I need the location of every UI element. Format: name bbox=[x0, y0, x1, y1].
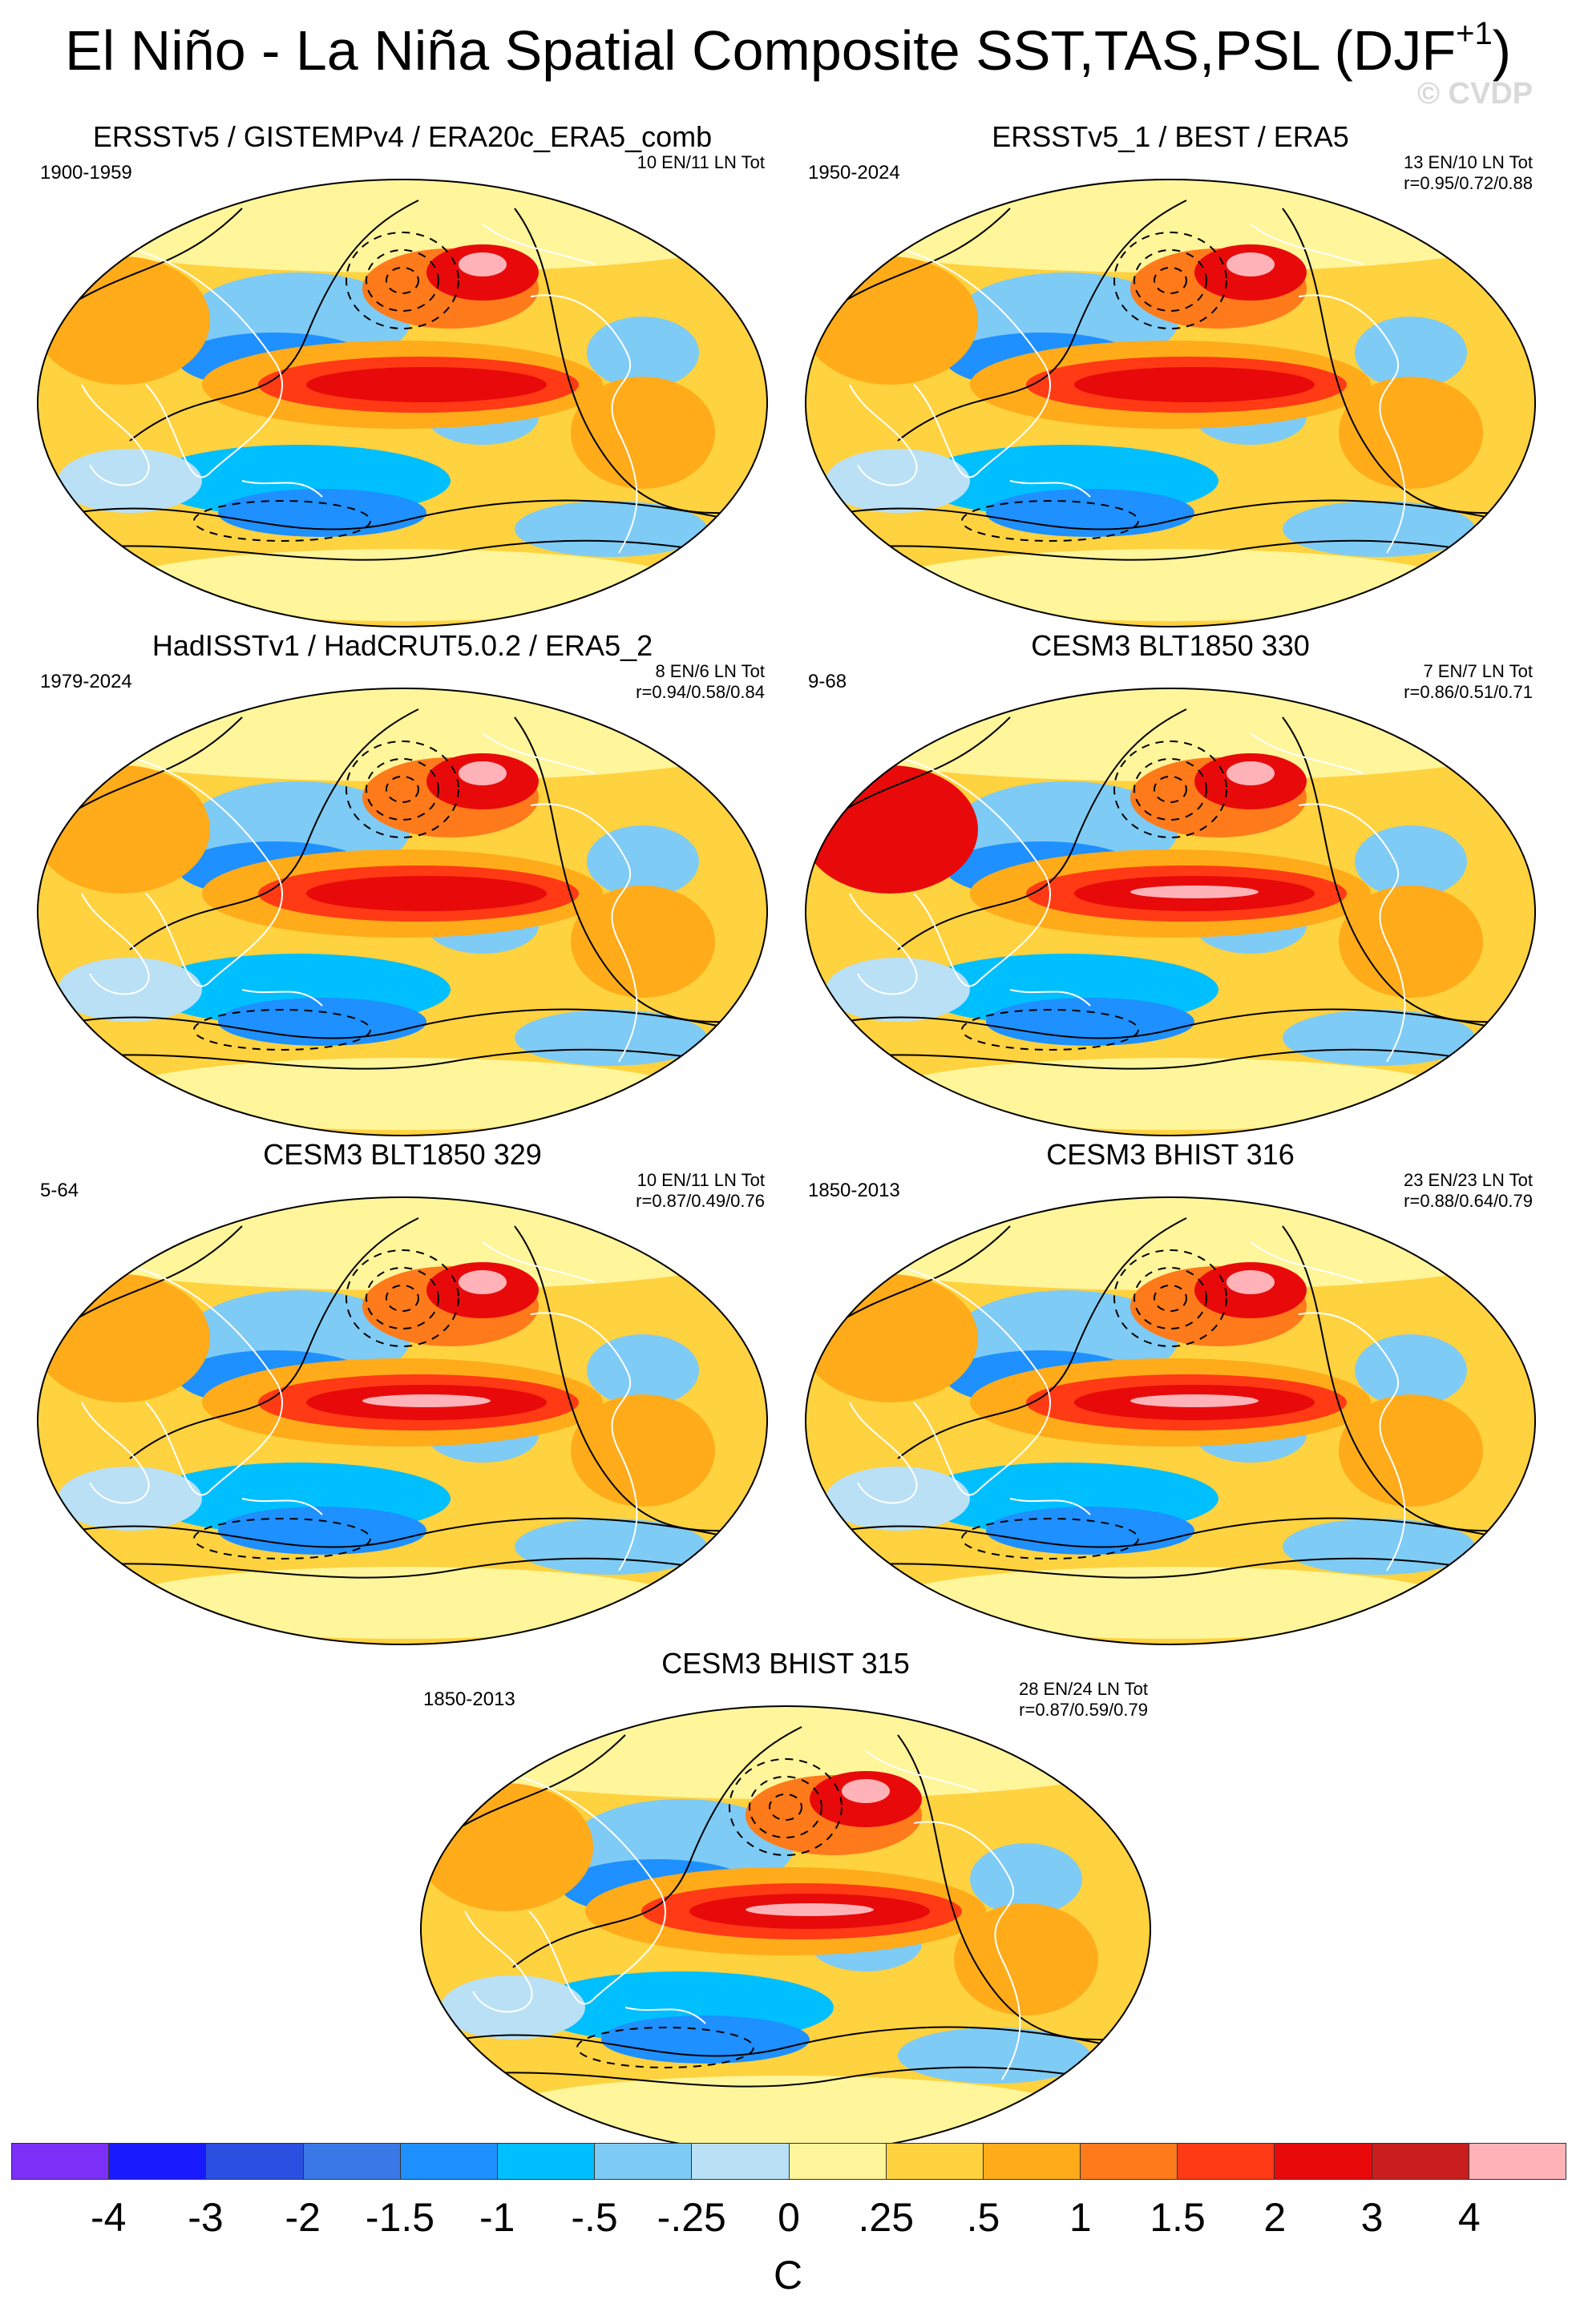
panel: ERSSTv5_1 / BEST / ERA5 1950-2024 13 EN/… bbox=[802, 120, 1539, 633]
panel-counts: 23 EN/23 LN Tot bbox=[1403, 1170, 1533, 1190]
panel-correlation: r=0.95/0.72/0.88 bbox=[1404, 173, 1533, 194]
figure-title-text: El Niño - La Niña Spatial Composite SST,… bbox=[64, 19, 1457, 82]
colorbar-tick-label: 2 bbox=[1263, 2195, 1287, 2240]
colorbar bbox=[11, 2143, 1566, 2180]
panel-stats: 10 EN/11 LN Tot r=0.87/0.49/0.76 bbox=[636, 1170, 765, 1212]
panel-title: CESM3 BLT1850 330 bbox=[1031, 629, 1310, 662]
panel-period: 1979-2024 bbox=[40, 671, 132, 692]
figure-title-end: ) bbox=[1492, 19, 1512, 82]
colorbar-unit: C bbox=[773, 2253, 803, 2298]
panel: CESM3 BHIST 316 1850-2013 23 EN/23 LN To… bbox=[802, 1138, 1539, 1651]
panel-stats: 7 EN/7 LN Tot r=0.86/0.51/0.71 bbox=[1404, 661, 1533, 704]
panel-title: CESM3 BHIST 316 bbox=[1046, 1138, 1295, 1171]
colorbar-tick-label: 1.5 bbox=[1150, 2195, 1206, 2240]
panel-counts: 10 EN/11 LN Tot bbox=[636, 1170, 765, 1190]
panel-stats: 10 EN/11 LN Tot bbox=[637, 152, 765, 173]
colorbar-swatch bbox=[1275, 2143, 1372, 2180]
composite-map bbox=[805, 1196, 1536, 1645]
panel-title: CESM3 BHIST 315 bbox=[661, 1647, 910, 1680]
colorbar-swatch bbox=[11, 2143, 110, 2180]
colorbar-tick-label: .25 bbox=[858, 2195, 915, 2240]
composite-map bbox=[37, 1196, 768, 1645]
colorbar-swatch bbox=[789, 2143, 887, 2180]
colorbar-swatch bbox=[109, 2143, 207, 2180]
panel-correlation: r=0.88/0.64/0.79 bbox=[1404, 1191, 1533, 1212]
figure-title-superscript: +1 bbox=[1456, 16, 1493, 51]
colorbar-swatch bbox=[497, 2143, 596, 2180]
panel-counts: 7 EN/7 LN Tot bbox=[1423, 661, 1533, 681]
colorbar-swatch bbox=[1469, 2143, 1566, 2180]
panel-period: 1950-2024 bbox=[808, 162, 900, 184]
colorbar-tick-label: -4 bbox=[91, 2195, 127, 2240]
colorbar-swatch bbox=[886, 2143, 984, 2180]
colorbar-swatch bbox=[692, 2143, 790, 2180]
panel-period: 1850-2013 bbox=[808, 1180, 900, 1201]
colorbar-tick-label: -1 bbox=[479, 2195, 515, 2240]
colorbar-swatch bbox=[595, 2143, 693, 2180]
panel-title: ERSSTv5 / GISTEMPv4 / ERA20c_ERA5_comb bbox=[92, 120, 713, 153]
colorbar-swatch bbox=[400, 2143, 498, 2180]
panel-title: CESM3 BLT1850 329 bbox=[263, 1138, 542, 1171]
panel-correlation: r=0.86/0.51/0.71 bbox=[1404, 682, 1533, 703]
figure-title: El Niño - La Niña Spatial Composite SST,… bbox=[0, 18, 1576, 82]
panel-period: 1850-2013 bbox=[423, 1689, 515, 1710]
panel-counts: 10 EN/11 LN Tot bbox=[636, 152, 765, 172]
panel-period: 1900-1959 bbox=[40, 162, 132, 184]
panel-counts: 28 EN/24 LN Tot bbox=[1018, 1679, 1148, 1699]
colorbar-swatch bbox=[1178, 2143, 1275, 2180]
panel-counts: 13 EN/10 LN Tot bbox=[1403, 152, 1533, 172]
composite-map bbox=[805, 688, 1536, 1136]
colorbar-tick-label: 4 bbox=[1457, 2195, 1481, 2240]
colorbar-swatch bbox=[303, 2143, 401, 2180]
composite-map bbox=[805, 179, 1536, 627]
panel-stats: 13 EN/10 LN Tot r=0.95/0.72/0.88 bbox=[1404, 152, 1533, 195]
panel-correlation: r=0.87/0.59/0.79 bbox=[1019, 1700, 1148, 1721]
panel-stats: 8 EN/6 LN Tot r=0.94/0.58/0.84 bbox=[636, 661, 765, 704]
colorbar-tick-label: .5 bbox=[966, 2195, 1000, 2240]
colorbar-tick-label: 1 bbox=[1069, 2195, 1092, 2240]
composite-map bbox=[37, 179, 768, 627]
panel-period: 5-64 bbox=[40, 1180, 79, 1201]
panel-correlation: r=0.87/0.49/0.76 bbox=[636, 1191, 765, 1212]
panel-stats: 28 EN/24 LN Tot r=0.87/0.59/0.79 bbox=[1019, 1679, 1148, 1721]
colorbar-swatch bbox=[983, 2143, 1081, 2180]
panel-stats: 23 EN/23 LN Tot r=0.88/0.64/0.79 bbox=[1404, 1170, 1533, 1212]
panel-counts: 8 EN/6 LN Tot bbox=[655, 661, 765, 681]
panel-title: HadISSTv1 / HadCRUT5.0.2 / ERA5_2 bbox=[152, 629, 653, 662]
colorbar-tick-label: 3 bbox=[1360, 2195, 1384, 2240]
panel: CESM3 BLT1850 329 5-64 10 EN/11 LN Tot r=… bbox=[34, 1138, 771, 1651]
panel: HadISSTv1 / HadCRUT5.0.2 / ERA5_2 1979-2… bbox=[34, 629, 771, 1142]
composite-map bbox=[37, 688, 768, 1136]
panel-period: 9-68 bbox=[808, 671, 847, 692]
cvdp-watermark: © CVDP bbox=[1417, 77, 1534, 111]
colorbar-swatch bbox=[1372, 2143, 1469, 2180]
colorbar-tick-label: -3 bbox=[188, 2195, 224, 2240]
composite-map bbox=[420, 1705, 1151, 2154]
panel: CESM3 BLT1850 330 9-68 7 EN/7 LN Tot r=0.… bbox=[802, 629, 1539, 1142]
colorbar-swatch bbox=[206, 2143, 304, 2180]
panel-correlation: r=0.94/0.58/0.84 bbox=[636, 682, 765, 703]
panel: CESM3 BHIST 315 1850-2013 28 EN/24 LN To… bbox=[417, 1647, 1154, 2160]
colorbar-swatch bbox=[1081, 2143, 1178, 2180]
colorbar-tick-label: -.5 bbox=[571, 2195, 618, 2240]
colorbar-tick-label: -1.5 bbox=[365, 2195, 435, 2240]
colorbar-tick-label: -.25 bbox=[657, 2195, 726, 2240]
panel-title: ERSSTv5_1 / BEST / ERA5 bbox=[992, 120, 1349, 153]
panel: ERSSTv5 / GISTEMPv4 / ERA20c_ERA5_comb 1… bbox=[34, 120, 771, 633]
colorbar-tick-label: 0 bbox=[778, 2195, 800, 2240]
colorbar-tick-label: -2 bbox=[285, 2195, 321, 2240]
